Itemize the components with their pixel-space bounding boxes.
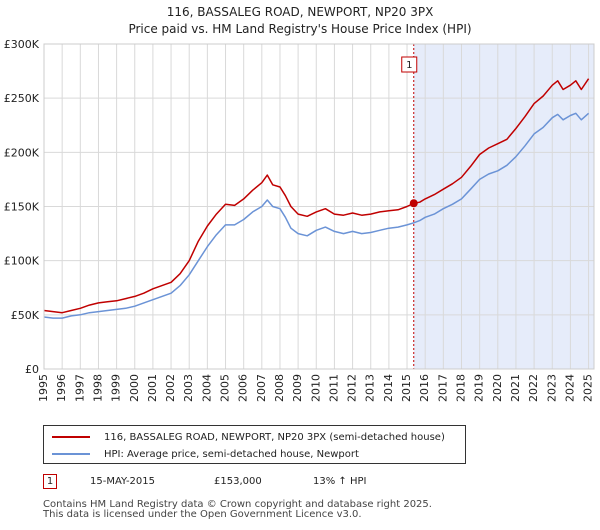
y-tick-label: £300K [4, 38, 40, 51]
y-tick-label: £50K [11, 309, 40, 322]
x-tick-label: 2021 [509, 374, 522, 402]
x-tick-label: 2008 [273, 374, 286, 402]
y-tick-label: £0 [25, 363, 39, 376]
x-tick-label: 2002 [164, 374, 177, 402]
plot-area: £0 £50K £100K £150K £200K £250K £300K 1995 1996 1… [4, 38, 595, 402]
sale-hpi-change: 13% ↑ HPI [313, 476, 367, 487]
footer: Contains HM Land Registry data © Crown c… [43, 500, 432, 520]
legend-label-hpi: HPI: Average price, semi-detached house,… [104, 448, 359, 460]
x-tick-label: 2004 [200, 374, 213, 402]
legend-label-property: 116, BASSALEG ROAD, NEWPORT, NP20 3PX (s… [104, 431, 445, 443]
x-tick-label: 2003 [182, 374, 195, 402]
sale-marker-badge [401, 56, 418, 73]
chart-title: 116, BASSALEG ROAD, NEWPORT, NP20 3PX [167, 5, 434, 19]
x-tick-label: 1999 [110, 374, 123, 402]
chart-subtitle: Price paid vs. HM Land Registry's House … [128, 22, 471, 36]
x-tick-label: 2013 [364, 374, 377, 402]
legend-item-property: 116, BASSALEG ROAD, NEWPORT, NP20 3PX (s… [52, 429, 445, 445]
x-tick-label: 1998 [91, 374, 104, 402]
x-tick-label: 2001 [146, 374, 159, 402]
x-tick-label: 2018 [454, 374, 467, 402]
y-tick-label: £250K [4, 92, 40, 105]
x-tick-label: 2019 [473, 374, 486, 402]
x-tick-label: 2017 [436, 374, 449, 402]
y-tick-label: £150K [4, 201, 40, 214]
x-tick-label: 1997 [73, 374, 86, 402]
legend-swatch-property [52, 436, 90, 438]
sale-point [409, 199, 418, 208]
x-tick-label: 2009 [291, 374, 304, 402]
sale-price: £153,000 [214, 476, 262, 487]
property-price-line [43, 78, 590, 314]
x-tick-label: 2005 [219, 374, 232, 402]
legend-item-hpi: HPI: Average price, semi-detached house,… [52, 446, 359, 462]
footer-licence: This data is licensed under the Open Gov… [43, 509, 362, 520]
x-tick-label: 2000 [128, 374, 141, 402]
x-tick-label: 2022 [527, 374, 540, 402]
footer-copyright: Contains HM Land Registry data © Crown c… [43, 499, 432, 510]
legend-swatch-hpi [52, 453, 90, 455]
x-tick-label: 2010 [309, 374, 322, 402]
sale-date: 15-MAY-2015 [90, 476, 156, 487]
price-chart: 116, BASSALEG ROAD, NEWPORT, NP20 3PX Pr… [4, 5, 595, 402]
x-tick-label: 2015 [400, 374, 413, 402]
x-tick-label: 2011 [327, 374, 340, 402]
sale-marker-number: 1 [406, 60, 412, 71]
y-tick-label: £100K [4, 255, 40, 268]
hpi-line [43, 112, 590, 319]
y-tick-label: £200K [4, 146, 40, 159]
legend: 116, BASSALEG ROAD, NEWPORT, NP20 3PX (s… [43, 425, 466, 464]
x-tick-label: 2023 [545, 374, 558, 402]
x-tick-label: 2024 [563, 374, 576, 402]
x-tick-label: 2006 [237, 374, 250, 402]
x-tick-label: 2025 [582, 374, 595, 402]
x-tick-label: 1996 [55, 374, 68, 402]
x-tick-label: 2016 [418, 374, 431, 402]
x-tick-label: 2007 [255, 374, 268, 402]
x-tick-label: 2020 [491, 374, 504, 402]
x-tick-label: 2012 [346, 374, 359, 402]
x-tick-label: 2014 [382, 374, 395, 402]
sale-number-badge: 1 [43, 474, 57, 489]
plot-frame [43, 43, 595, 370]
x-tick-label: 1995 [37, 374, 50, 402]
